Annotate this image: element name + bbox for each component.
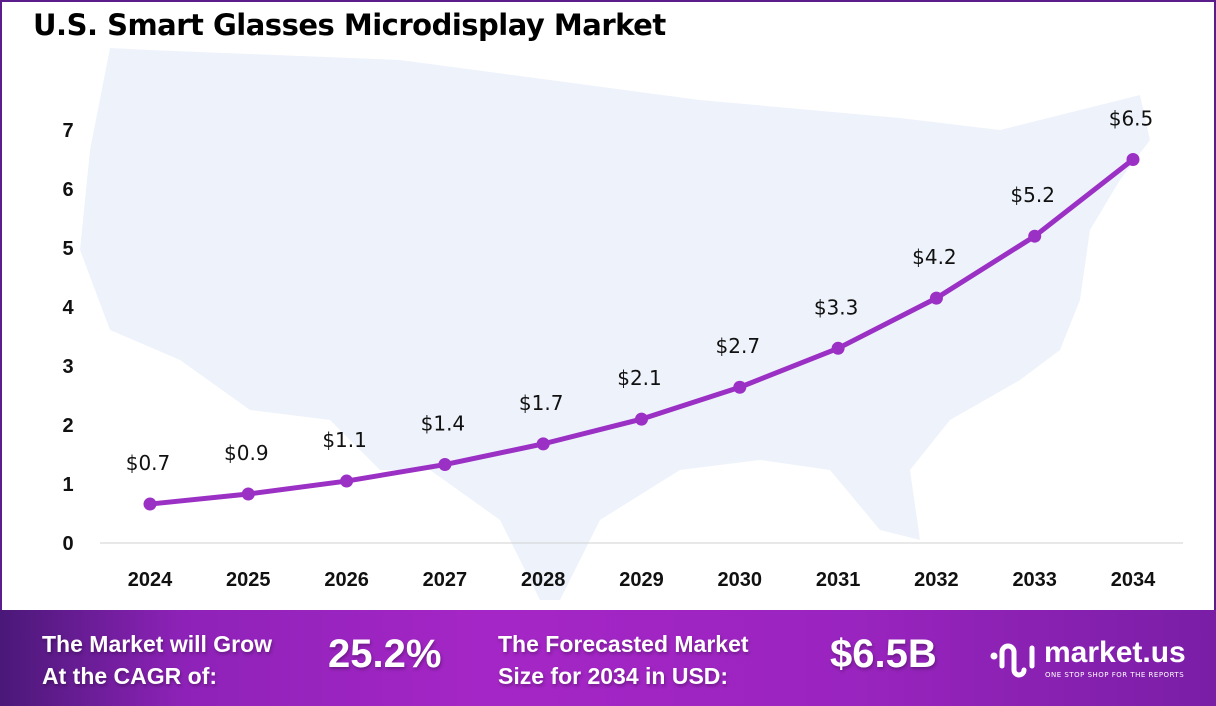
x-tick-label: 2030 bbox=[718, 569, 763, 591]
data-point bbox=[929, 291, 943, 305]
line-chart: 0 1 2 3 4 5 6 7 2024 2025 2026 2027 2028 2029 2030 2031… bbox=[62, 48, 1183, 600]
forecast-value: $6.5B bbox=[830, 632, 937, 676]
data-point bbox=[635, 412, 648, 426]
x-tick-label: 2032 bbox=[914, 569, 959, 591]
x-tick-label: 2028 bbox=[521, 569, 566, 591]
x-tick-label: 2026 bbox=[324, 569, 369, 591]
data-label: $4.2 bbox=[912, 245, 957, 269]
data-label: $0.7 bbox=[126, 451, 171, 475]
cagr-label-line2: At the CAGR of: bbox=[42, 663, 218, 689]
data-label: $5.2 bbox=[1010, 183, 1055, 207]
us-map-background bbox=[80, 48, 1150, 600]
y-tick-label: 2 bbox=[62, 415, 73, 437]
y-tick-label: 3 bbox=[62, 356, 73, 378]
summary-banner: The Market will Grow At the CAGR of: 25.… bbox=[0, 610, 1216, 706]
data-point bbox=[438, 458, 452, 472]
market-us-logo-icon bbox=[990, 643, 1035, 678]
data-label: $2.7 bbox=[716, 334, 761, 358]
logo-tagline: ONE STOP SHOP FOR THE REPORTS bbox=[1045, 671, 1185, 679]
data-point bbox=[733, 380, 747, 394]
y-tick-label: 6 bbox=[62, 179, 73, 201]
cagr-label-line1: The Market will Grow bbox=[42, 631, 273, 657]
data-label: $3.3 bbox=[814, 295, 859, 319]
data-point bbox=[1028, 229, 1042, 243]
data-label: $1.4 bbox=[421, 412, 466, 436]
x-tick-label: 2031 bbox=[816, 569, 861, 591]
data-point bbox=[831, 341, 845, 355]
data-point bbox=[340, 474, 354, 488]
y-tick-label: 0 bbox=[62, 533, 73, 555]
cagr-label: The Market will Grow At the CAGR of: bbox=[42, 628, 272, 692]
data-label: $1.7 bbox=[519, 391, 564, 415]
data-label: $6.5 bbox=[1109, 107, 1154, 131]
logo-text: market.us bbox=[1044, 636, 1186, 669]
data-label: $1.1 bbox=[322, 428, 367, 452]
cagr-value: 25.2% bbox=[328, 632, 442, 676]
forecast-label: The Forecasted Market Size for 2034 in U… bbox=[498, 628, 749, 692]
x-tick-label: 2024 bbox=[128, 569, 173, 591]
x-tick-label: 2034 bbox=[1111, 569, 1156, 591]
y-tick-label: 5 bbox=[62, 238, 73, 260]
x-tick-label: 2025 bbox=[226, 569, 271, 591]
y-tick-label: 4 bbox=[62, 297, 74, 319]
data-point bbox=[241, 487, 255, 501]
chart-title: U.S. Smart Glasses Microdisplay Market bbox=[33, 8, 666, 42]
forecast-label-line2: Size for 2034 in USD: bbox=[498, 663, 729, 689]
data-label: $0.9 bbox=[224, 441, 269, 465]
y-tick-label: 1 bbox=[62, 474, 73, 496]
data-point bbox=[536, 437, 550, 451]
x-tick-label: 2027 bbox=[423, 569, 468, 591]
x-tick-label: 2029 bbox=[619, 569, 664, 591]
data-point bbox=[143, 497, 157, 511]
forecast-label-line1: The Forecasted Market bbox=[498, 631, 749, 657]
y-tick-label: 7 bbox=[62, 120, 73, 142]
data-point bbox=[1126, 153, 1140, 166]
data-label: $2.1 bbox=[617, 366, 662, 390]
x-tick-label: 2033 bbox=[1012, 569, 1057, 591]
